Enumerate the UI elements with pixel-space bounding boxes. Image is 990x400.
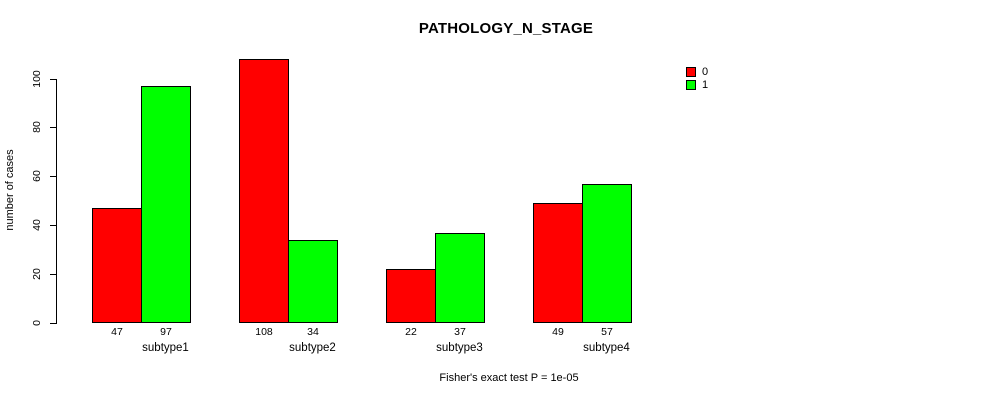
bar-count-label: 22: [405, 326, 417, 338]
bar-subtype3-series1: [435, 233, 485, 323]
legend-item-1: 1: [686, 79, 709, 91]
bar-count-label: 97: [160, 326, 172, 338]
y-tick-mark: [50, 323, 57, 324]
bar-subtype1-series1: [141, 86, 191, 323]
x-category-label: subtype1: [142, 342, 189, 354]
bar-count-label: 47: [111, 326, 123, 338]
y-tick-label: 100: [31, 70, 43, 88]
x-category-label: subtype3: [436, 342, 483, 354]
legend-swatch-1: [686, 80, 696, 90]
bar-subtype3-series0: [386, 269, 436, 323]
y-tick-label: 0: [31, 320, 43, 326]
y-tick-mark: [50, 79, 57, 80]
y-tick-label: 40: [31, 219, 43, 231]
legend-label: 0: [702, 66, 709, 78]
y-tick-label: 20: [31, 268, 43, 280]
x-category-label: subtype2: [289, 342, 336, 354]
bar-count-label: 37: [454, 326, 466, 338]
y-tick-mark: [50, 176, 57, 177]
bar-subtype1-series0: [92, 208, 142, 323]
y-axis-label: number of cases: [4, 149, 16, 231]
bar-count-label: 34: [307, 326, 319, 338]
legend-swatch-0: [686, 67, 696, 77]
bar-subtype4-series1: [582, 184, 632, 323]
caption-fisher-test: Fisher's exact test P = 1e-05: [439, 372, 579, 384]
x-category-label: subtype4: [583, 342, 630, 354]
bar-count-label: 49: [552, 326, 564, 338]
bar-count-label: 108: [255, 326, 273, 338]
y-tick-mark: [50, 127, 57, 128]
y-tick-label: 80: [31, 121, 43, 133]
chart-title: PATHOLOGY_N_STAGE: [418, 20, 594, 37]
y-tick-mark: [50, 274, 57, 275]
y-tick-mark: [50, 225, 57, 226]
y-tick-label: 60: [31, 170, 43, 182]
legend-label: 1: [702, 79, 709, 91]
legend-item-0: 0: [686, 66, 709, 78]
bar-subtype2-series1: [288, 240, 338, 323]
y-axis-line: [56, 79, 57, 324]
bar-count-label: 57: [601, 326, 613, 338]
bar-subtype2-series0: [239, 59, 289, 323]
bar-subtype4-series0: [533, 203, 583, 323]
